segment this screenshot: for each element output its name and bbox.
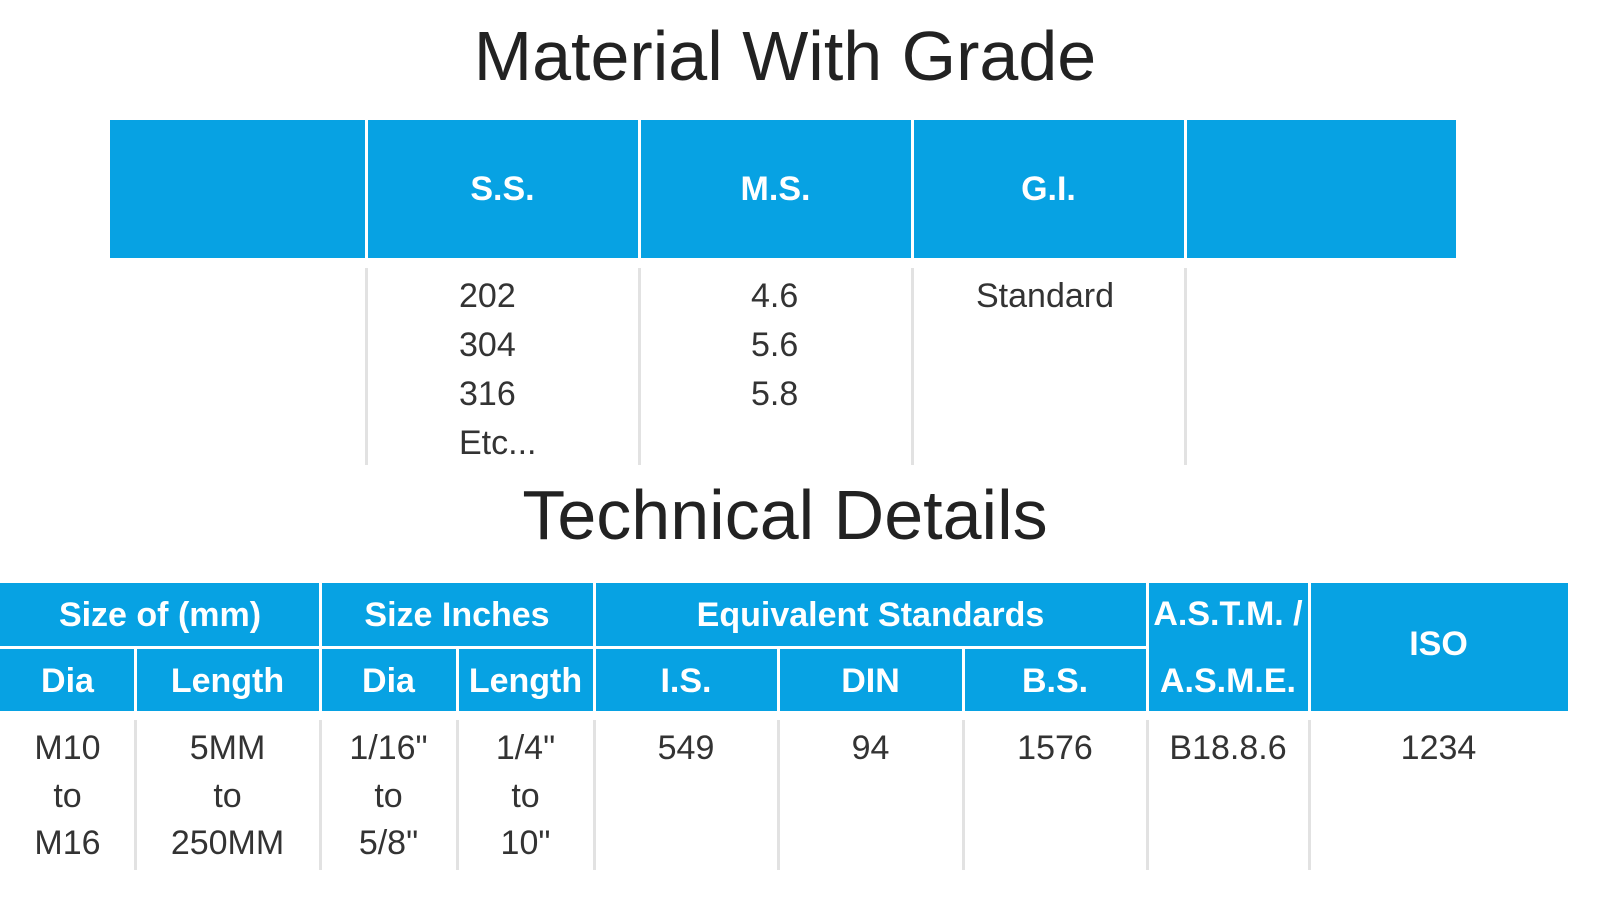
header-cell bbox=[137, 649, 319, 711]
cell-text: 304 bbox=[459, 326, 516, 364]
cell-text: to bbox=[53, 777, 82, 815]
cell-text: 1/4" bbox=[495, 729, 556, 767]
cell-text: 1234 bbox=[1400, 729, 1477, 767]
group-header: Equivalent Standards bbox=[696, 596, 1045, 634]
cell-text: 1/16" bbox=[349, 729, 428, 767]
cell-text: 94 bbox=[851, 729, 890, 767]
header-cell bbox=[965, 649, 1146, 711]
cell-text: Standard bbox=[976, 277, 1114, 315]
sub-header: I.S. bbox=[660, 662, 712, 700]
column-header: S.S. bbox=[470, 170, 535, 208]
cell-divider bbox=[365, 268, 368, 465]
sub-header: Dia bbox=[41, 662, 94, 700]
astm-header: A.S.M.E. bbox=[1159, 662, 1297, 700]
cell-text: 250MM bbox=[170, 824, 285, 862]
cell-text: 4.6 bbox=[751, 277, 799, 315]
cell-text: 316 bbox=[459, 375, 516, 413]
column-header: M.S. bbox=[740, 170, 811, 208]
cell-text: 10" bbox=[500, 824, 551, 862]
header-cell bbox=[1149, 583, 1308, 711]
cell-divider bbox=[911, 268, 914, 465]
cell-divider bbox=[1146, 720, 1149, 870]
cell-divider bbox=[134, 720, 137, 870]
cell-text: Etc... bbox=[459, 424, 537, 462]
header-cell bbox=[596, 649, 777, 711]
cell-text: M10 bbox=[34, 729, 101, 767]
header-cell bbox=[322, 583, 593, 646]
header-cell bbox=[780, 649, 962, 711]
header-cell bbox=[110, 120, 365, 258]
header-cell bbox=[1311, 583, 1568, 711]
cell-divider bbox=[593, 720, 596, 870]
sub-header: DIN bbox=[841, 662, 900, 700]
cell-text: 5MM bbox=[189, 729, 266, 767]
sub-header: Dia bbox=[362, 662, 415, 700]
cell-text: 549 bbox=[657, 729, 715, 767]
technical-title: Technical Details bbox=[522, 476, 1048, 554]
header-cell bbox=[368, 120, 638, 258]
header-cell bbox=[596, 583, 1146, 646]
header-cell bbox=[0, 649, 134, 711]
cell-text: B18.8.6 bbox=[1169, 729, 1287, 767]
cell-divider bbox=[1308, 720, 1311, 870]
cell-text: 5.8 bbox=[751, 375, 799, 413]
header-cell bbox=[641, 120, 911, 258]
cell-text: 5.6 bbox=[751, 326, 799, 364]
cell-text: to bbox=[511, 777, 540, 815]
group-header: Size of (mm) bbox=[58, 596, 262, 634]
cell-text: 5/8" bbox=[358, 824, 419, 862]
astm-header: A.S.T.M. / bbox=[1153, 595, 1303, 633]
header-cell bbox=[0, 583, 319, 646]
cell-divider bbox=[638, 268, 641, 465]
cell-divider bbox=[777, 720, 780, 870]
header-cell bbox=[459, 649, 593, 711]
cell-divider bbox=[456, 720, 459, 870]
column-header: G.I. bbox=[1021, 170, 1076, 208]
sub-header: B.S. bbox=[1021, 662, 1089, 700]
cell-divider bbox=[319, 720, 322, 870]
group-header: Size Inches bbox=[364, 596, 550, 634]
header-cell bbox=[322, 649, 456, 711]
sub-header: Length bbox=[468, 662, 583, 700]
cell-text: 1576 bbox=[1017, 729, 1093, 767]
material-title: Material With Grade bbox=[473, 17, 1097, 95]
cell-divider bbox=[962, 720, 965, 870]
cell-text: 202 bbox=[459, 277, 516, 315]
cell-text: to bbox=[213, 777, 242, 815]
cell-divider bbox=[1184, 268, 1187, 465]
iso-header: ISO bbox=[1409, 625, 1468, 663]
sub-header: Length bbox=[170, 662, 285, 700]
header-cell bbox=[1187, 120, 1456, 258]
header-cell bbox=[914, 120, 1184, 258]
cell-text: M16 bbox=[34, 824, 101, 862]
cell-text: to bbox=[374, 777, 403, 815]
